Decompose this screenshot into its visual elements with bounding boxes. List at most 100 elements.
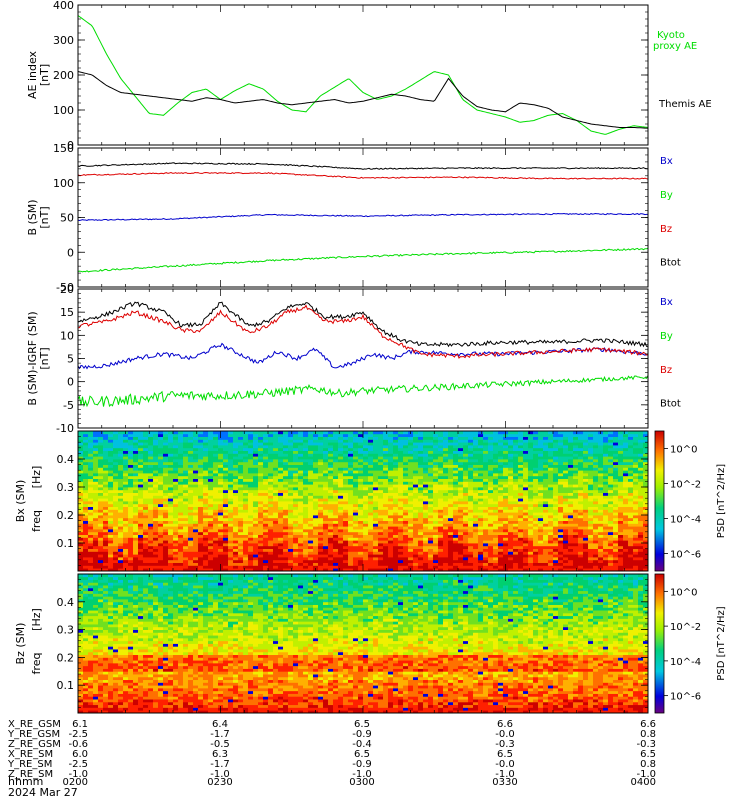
spectrogram-cell [458, 543, 463, 546]
spectrogram-cell [488, 445, 493, 448]
spectrogram-cell [173, 437, 178, 440]
spectrogram-cell [518, 512, 523, 515]
spectrogram-cell [503, 453, 508, 456]
spectrogram-cell [538, 560, 543, 563]
spectrogram-cell [103, 467, 108, 470]
spectrogram-cell [463, 456, 468, 459]
spectrogram-cell [348, 554, 353, 557]
spectrogram-cell [183, 448, 188, 451]
spectrogram-cell [168, 498, 173, 501]
spectrogram-cell [333, 498, 338, 501]
spectrogram-cell [228, 493, 233, 496]
spectrogram-cell [363, 495, 368, 498]
spectrogram-cell [378, 509, 383, 512]
spectrogram-cell [188, 523, 193, 526]
spectrogram-cell [488, 465, 493, 468]
spectrogram-cell [343, 540, 348, 543]
spectrogram-cell [243, 546, 248, 549]
spectrogram-cell [533, 493, 538, 496]
spectrogram-cell [88, 470, 93, 473]
spectrogram-cell [103, 473, 108, 476]
spectrogram-cell [203, 563, 208, 566]
spectrogram-cell [298, 554, 303, 557]
spectrogram-cell [203, 509, 208, 512]
spectrogram-cell [343, 529, 348, 532]
spectrogram-cell [333, 476, 338, 479]
spectrogram-cell [473, 523, 478, 526]
spectrogram-cell [518, 442, 523, 445]
spectrogram-cell [173, 434, 178, 437]
spectrogram-cell [428, 479, 433, 482]
spectrogram-cell [513, 473, 518, 476]
spectrogram-cell [463, 470, 468, 473]
spectrogram-cell [103, 518, 108, 521]
spectrogram-cell [313, 501, 318, 504]
spectrogram-cell [163, 490, 168, 493]
spectrogram-cell [408, 501, 413, 504]
spectrogram-cell [228, 501, 233, 504]
spectrogram-cell [493, 565, 498, 568]
spectrogram-cell [453, 523, 458, 526]
spectrogram-cell [143, 537, 148, 540]
spectrogram-cell [193, 445, 198, 448]
spectrogram-cell [473, 448, 478, 451]
spectrogram-cell [283, 521, 288, 524]
spectrogram-cell [103, 560, 108, 563]
spectrogram-cell [278, 557, 283, 560]
spectrogram-cell [408, 493, 413, 496]
spectrogram-cell [133, 537, 138, 540]
spectrogram-cell [133, 554, 138, 557]
spectrogram-cell [203, 526, 208, 529]
spectrogram-cell [263, 540, 268, 543]
spectrogram-cell [498, 521, 503, 524]
spectrogram-cell [118, 535, 123, 538]
spectrogram-cell [223, 442, 228, 445]
spectrogram-cell [468, 459, 473, 462]
spectrogram-cell [518, 495, 523, 498]
spectrogram-cell [203, 507, 208, 510]
spectrogram-cell [203, 557, 208, 560]
spectrogram-cell [463, 512, 468, 515]
spectrogram-cell [488, 462, 493, 465]
spectrogram-cell [203, 515, 208, 518]
spectrogram-cell [288, 512, 293, 515]
spectrogram-cell [388, 473, 393, 476]
spectrogram-cell [203, 453, 208, 456]
spectrogram-cell [243, 495, 248, 498]
spectrogram-cell [148, 459, 153, 462]
spectrogram-cell [218, 465, 223, 468]
spectrogram-cell [133, 529, 138, 532]
spectrogram-cell [238, 445, 243, 448]
spectrogram-cell [243, 523, 248, 526]
spectrogram-cell [373, 532, 378, 535]
spectrogram-cell [173, 532, 178, 535]
spectrogram-cell [438, 529, 443, 532]
spectrogram-cell [103, 465, 108, 468]
spectrogram-cell [258, 521, 263, 524]
spectrogram-cell [98, 498, 103, 501]
spectrogram-cell [188, 473, 193, 476]
spectrogram-cell [93, 437, 98, 440]
spectrogram-cell [223, 501, 228, 504]
spectrogram-cell [338, 504, 343, 507]
spectrogram-cell [133, 512, 138, 515]
spectrogram-cell [458, 532, 463, 535]
spectrogram-cell [173, 521, 178, 524]
spectrogram-cell [438, 470, 443, 473]
spectrogram-cell [468, 445, 473, 448]
spectrogram-cell [388, 507, 393, 510]
spectrogram-cell [423, 537, 428, 540]
spectrogram-cell [348, 507, 353, 510]
spectrogram-cell [93, 465, 98, 468]
spectrogram-cell [333, 495, 338, 498]
spectrogram-cell [233, 560, 238, 563]
spectrogram-cell [363, 434, 368, 437]
spectrogram-cell [298, 523, 303, 526]
spectrogram-cell [313, 470, 318, 473]
spectrogram-cell [503, 487, 508, 490]
spectrogram-cell [458, 529, 463, 532]
spectrogram-cell [403, 537, 408, 540]
spectrogram-cell [128, 551, 133, 554]
spectrogram-cell [248, 437, 253, 440]
spectrogram-cell [533, 495, 538, 498]
